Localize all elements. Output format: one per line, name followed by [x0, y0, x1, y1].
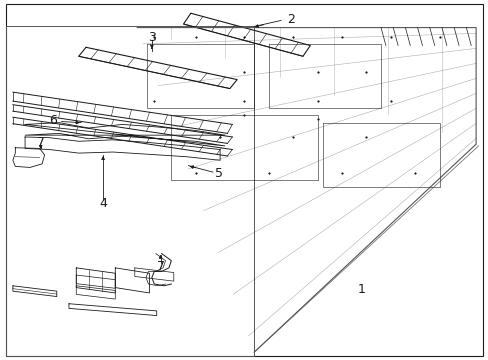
Text: 3: 3 [147, 31, 156, 44]
Text: 2: 2 [286, 13, 294, 26]
Text: 6: 6 [49, 114, 57, 127]
Text: 7: 7 [37, 136, 44, 149]
Text: 4: 4 [99, 197, 107, 210]
Text: 1: 1 [357, 283, 365, 296]
Text: 5: 5 [215, 167, 223, 180]
Bar [5, 26, 254, 356]
Text: 7: 7 [156, 260, 164, 273]
